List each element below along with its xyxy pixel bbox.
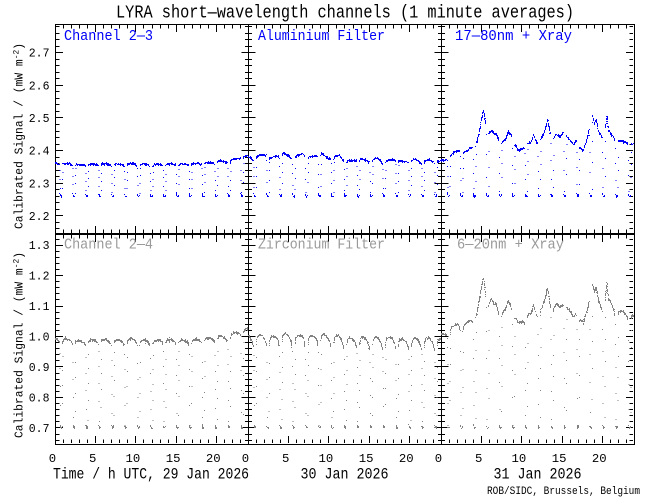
svg-text:20: 20 (206, 452, 221, 466)
svg-text:2.7: 2.7 (29, 48, 50, 61)
svg-text:1.2: 1.2 (29, 271, 50, 284)
svg-text:Channel 2—4: Channel 2—4 (64, 238, 153, 254)
svg-text:17—80nm + Xray: 17—80nm + Xray (455, 29, 572, 45)
svg-text:31 Jan 2026: 31 Jan 2026 (494, 466, 582, 484)
svg-text:ROB/SIDC, Brussels, Belgium: ROB/SIDC, Brussels, Belgium (487, 486, 640, 498)
svg-text:1.3: 1.3 (29, 240, 50, 253)
svg-text:5: 5 (475, 452, 482, 466)
svg-text:1.0: 1.0 (29, 332, 50, 345)
svg-text:15: 15 (166, 452, 181, 466)
svg-text:0.7: 0.7 (29, 423, 50, 436)
svg-text:5: 5 (89, 452, 96, 466)
svg-text:0: 0 (435, 452, 442, 466)
svg-text:0.9: 0.9 (29, 362, 50, 375)
svg-text:20: 20 (399, 452, 414, 466)
svg-text:Calibrated Signal / (mW m-2): Calibrated Signal / (mW m-2) (12, 43, 27, 229)
svg-text:2.5: 2.5 (29, 113, 50, 126)
svg-text:Calibrated Signal / (mW m-2): Calibrated Signal / (mW m-2) (12, 252, 27, 438)
svg-text:2.3: 2.3 (29, 178, 50, 191)
svg-text:10: 10 (319, 452, 334, 466)
svg-text:15: 15 (359, 452, 374, 466)
svg-text:Time / h UTC, 29 Jan 2026: Time / h UTC, 29 Jan 2026 (53, 466, 249, 484)
svg-text:Zirconium Filter: Zirconium Filter (258, 238, 385, 254)
svg-text:6—20nm + Xray: 6—20nm + Xray (457, 238, 564, 254)
svg-text:Channel 2—3: Channel 2—3 (64, 29, 153, 45)
svg-text:2.4: 2.4 (29, 146, 50, 159)
svg-text:30 Jan 2026: 30 Jan 2026 (301, 466, 389, 484)
svg-text:10: 10 (126, 452, 141, 466)
svg-text:2.2: 2.2 (29, 211, 50, 224)
svg-text:0.8: 0.8 (29, 392, 50, 405)
svg-text:0: 0 (242, 452, 249, 466)
svg-text:2.6: 2.6 (29, 80, 50, 93)
svg-text:10: 10 (512, 452, 527, 466)
svg-text:20: 20 (592, 452, 607, 466)
svg-text:Aluminium Filter: Aluminium Filter (258, 29, 385, 45)
svg-text:LYRA short—wavelength channels: LYRA short—wavelength channels (1 minute… (116, 4, 574, 24)
svg-text:15: 15 (552, 452, 567, 466)
svg-text:5: 5 (282, 452, 289, 466)
svg-text:0: 0 (49, 452, 56, 466)
svg-text:1.1: 1.1 (29, 301, 50, 314)
